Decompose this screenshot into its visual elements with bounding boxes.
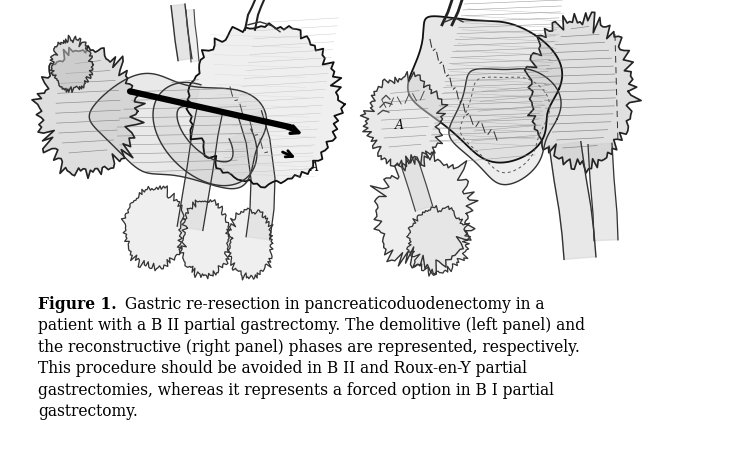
Text: Figure 1.: Figure 1. xyxy=(38,296,116,313)
Polygon shape xyxy=(408,16,562,163)
Text: A: A xyxy=(310,161,319,174)
Polygon shape xyxy=(525,12,641,173)
Polygon shape xyxy=(371,151,478,275)
Polygon shape xyxy=(50,35,94,92)
Polygon shape xyxy=(407,206,470,276)
Polygon shape xyxy=(549,142,596,260)
Text: the reconstructive (right panel) phases are represented, respectively.: the reconstructive (right panel) phases … xyxy=(38,339,580,356)
Polygon shape xyxy=(239,111,275,240)
Polygon shape xyxy=(177,106,223,230)
Polygon shape xyxy=(186,10,199,62)
Polygon shape xyxy=(178,200,233,279)
Polygon shape xyxy=(227,208,273,280)
Polygon shape xyxy=(32,46,145,178)
Text: gastrectomies, whereas it represents a forced option in B I partial: gastrectomies, whereas it represents a f… xyxy=(38,382,554,399)
Polygon shape xyxy=(360,72,448,171)
Text: A: A xyxy=(395,119,404,132)
Text: Gastric re-resection in pancreaticoduodenectomy in a: Gastric re-resection in pancreaticoduode… xyxy=(120,296,545,313)
Polygon shape xyxy=(402,161,433,211)
Text: This procedure should be avoided in B II and Roux-en-Y partial: This procedure should be avoided in B II… xyxy=(38,361,527,377)
Polygon shape xyxy=(449,69,561,185)
Polygon shape xyxy=(153,82,257,186)
Polygon shape xyxy=(186,23,345,187)
Text: patient with a B II partial gastrectomy. The demolitive (left panel) and: patient with a B II partial gastrectomy.… xyxy=(38,318,585,335)
Polygon shape xyxy=(89,74,267,189)
Polygon shape xyxy=(171,4,192,61)
Polygon shape xyxy=(588,143,618,241)
Text: gastrectomy.: gastrectomy. xyxy=(38,404,138,420)
Polygon shape xyxy=(122,186,187,271)
